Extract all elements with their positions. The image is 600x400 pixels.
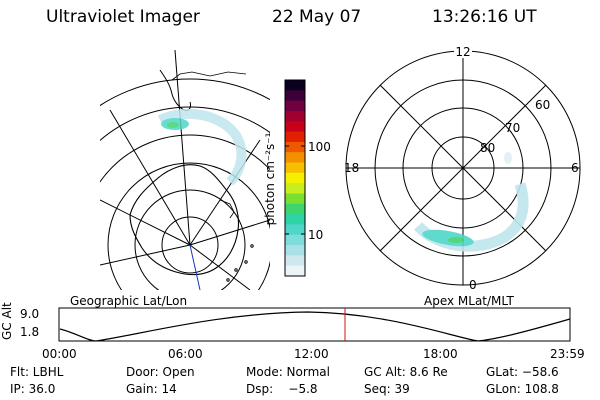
meridian-line [100, 199, 191, 246]
colorbar: photon cm⁻²s⁻¹ [263, 79, 306, 277]
time-tick-0000: 00:00 [42, 347, 77, 361]
gc-alt-info: GC Alt: 8.6 Re [364, 365, 448, 379]
lat-circle [100, 78, 270, 107]
glat-info: GLat: −58.6 [486, 365, 559, 379]
meridian-line [109, 109, 191, 246]
mlat-label-70: 70 [505, 121, 520, 135]
mlt-label-12: 12 [455, 45, 470, 59]
colorbar-cell [285, 203, 305, 215]
polar-plot: 12 18 6 0 60 70 80 [344, 44, 581, 292]
colorbar-cell [285, 193, 305, 205]
colorbar-cell [285, 90, 305, 102]
mlat-label-60: 60 [535, 98, 550, 112]
time-tick-1800: 18:00 [423, 347, 458, 361]
gain-info: Gain: 14 [126, 382, 177, 396]
antarctica-coastline [129, 164, 240, 276]
colorbar-unit-label: photon cm⁻²s⁻¹ [263, 132, 277, 225]
island [234, 268, 238, 272]
aurora-bright-spot [448, 237, 464, 243]
instrument-title: Ultraviolet Imager [46, 7, 200, 27]
lat-circle [134, 189, 246, 290]
mlt-diagonal [379, 84, 547, 252]
coastline-detail [219, 199, 235, 219]
colorbar-cell [285, 141, 305, 153]
altitude-plot [58, 307, 571, 342]
colorbar-cell [285, 265, 305, 277]
colorbar-cell [285, 162, 305, 174]
mode-info: Mode: Normal [246, 365, 330, 379]
mlt-label-0: 0 [469, 278, 477, 292]
colorbar-cell [285, 255, 305, 267]
colorbar-frame [284, 79, 306, 277]
door-info: Door: Open [126, 365, 195, 379]
colorbar-cell [285, 100, 305, 112]
label-backdrop [454, 44, 472, 58]
seq-info: Seq: 39 [364, 382, 410, 396]
mlat-label-80: 80 [480, 141, 495, 155]
colorbar-cell [285, 183, 305, 194]
meridian-line [189, 244, 251, 290]
colorbar-cell [285, 131, 305, 143]
colorbar-cell [285, 234, 305, 246]
colorbar-cell [285, 152, 305, 164]
time-tick-1200: 12:00 [294, 347, 329, 361]
time-tick-0600: 06:00 [168, 347, 203, 361]
time-label: 13:26:16 UT [432, 7, 537, 27]
mlt-label-6: 6 [571, 161, 579, 175]
lat-circle [100, 134, 270, 183]
meridian-line [174, 50, 191, 246]
lat-circle [161, 216, 219, 274]
aurora-faint-patch [504, 152, 512, 164]
apex-label: Apex MLat/MLT [424, 294, 514, 308]
altitude-frame [58, 307, 571, 342]
island [244, 260, 248, 264]
lat-circle [107, 162, 270, 290]
colorbar-cell [285, 224, 305, 236]
colorbar-cell [285, 80, 305, 91]
island [250, 244, 254, 248]
ip-info: IP: 36.0 [10, 382, 56, 396]
island [226, 278, 230, 282]
colorbar-tick-10: 10 [308, 228, 324, 242]
colorbar-cell [285, 172, 305, 184]
mlt-label-18: 18 [344, 161, 359, 175]
aurora-oval [157, 108, 247, 186]
aurora-bright-spot [167, 122, 179, 128]
meridian-line [189, 139, 261, 246]
colorbar-cell [285, 214, 305, 225]
meridian-line [189, 219, 270, 246]
glon-info: GLon: 108.8 [486, 382, 559, 396]
dsp-info: Dsp: −5.8 [246, 382, 318, 396]
geographic-label: Geographic Lat/Lon [70, 294, 188, 308]
altitude-curve [59, 311, 571, 342]
flt-info: Flt: LBHL [10, 365, 64, 379]
coastline-detail [171, 71, 247, 81]
colorbar-tick-100: 100 [308, 140, 331, 154]
altitude-axis-label: GC Alt [0, 302, 14, 340]
colorbar-cell [285, 121, 305, 133]
nadir-track [189, 244, 201, 290]
south-america-coastline [159, 69, 191, 111]
geographic-map [100, 50, 270, 290]
time-tick-2359: 23:59 [550, 347, 585, 361]
colorbar-cell [285, 110, 305, 122]
altitude-tick-min: 1.8 [20, 325, 40, 339]
date-label: 22 May 07 [272, 7, 362, 27]
meridian-line [100, 244, 191, 266]
colorbar-cell [285, 245, 305, 256]
altitude-tick-max: 9.0 [20, 307, 40, 321]
